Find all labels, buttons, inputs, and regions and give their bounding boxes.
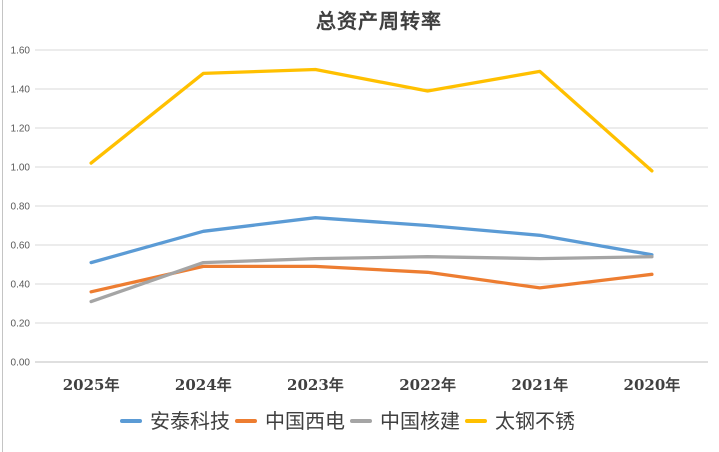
- x-tick-label: 2025年: [63, 376, 120, 394]
- x-tick-label: 2022年: [399, 376, 456, 394]
- y-tick-label: 1.40: [11, 85, 31, 96]
- series-line-中国西电: [89, 264, 654, 294]
- series-line-中国核建: [89, 255, 654, 304]
- y-tick-label: 1.00: [11, 163, 31, 174]
- y-tick-label: 1.20: [11, 124, 31, 135]
- x-tick-label: 2024年: [175, 376, 232, 394]
- y-tick-label: 0.80: [11, 202, 31, 213]
- x-tick-label: 2021年: [511, 376, 568, 394]
- legend-label: 中国核建: [380, 409, 460, 433]
- y-tick-label: 0.40: [11, 280, 31, 291]
- legend-marker-line: [350, 419, 372, 423]
- y-tick-label: 0.60: [11, 241, 31, 252]
- y-tick-label: 0.20: [11, 319, 31, 330]
- chart-legend: 安泰科技 中国西电 中国核建 太钢不锈: [0, 406, 707, 436]
- legend-marker-line: [120, 419, 142, 423]
- legend-item: 中国西电: [235, 406, 345, 436]
- legend-label: 安泰科技: [150, 409, 230, 433]
- series-line-太钢不锈: [89, 67, 654, 173]
- y-tick-label: 0.00: [11, 358, 31, 369]
- legend-item: 安泰科技: [120, 406, 230, 436]
- y-tick-label: 1.60: [11, 46, 31, 57]
- line-chart-plot-area: 0.00 0.20 0.40 0.60 0.80 1.00 1.20 1.40 1.60 2025…: [11, 46, 708, 394]
- window-edge-divider: [2, 0, 3, 452]
- chart-title: 总资产周转率: [316, 9, 442, 33]
- legend-label: 中国西电: [265, 409, 345, 433]
- legend-item: 中国核建: [350, 406, 460, 436]
- x-tick-label: 2023年: [287, 376, 344, 394]
- legend-item: 太钢不锈: [465, 406, 575, 436]
- series-line-安泰科技: [89, 216, 654, 265]
- legend-marker-line: [235, 419, 257, 423]
- legend-marker-line: [465, 419, 487, 423]
- x-tick-label: 2020年: [624, 376, 681, 394]
- legend-label: 太钢不锈: [495, 409, 575, 433]
